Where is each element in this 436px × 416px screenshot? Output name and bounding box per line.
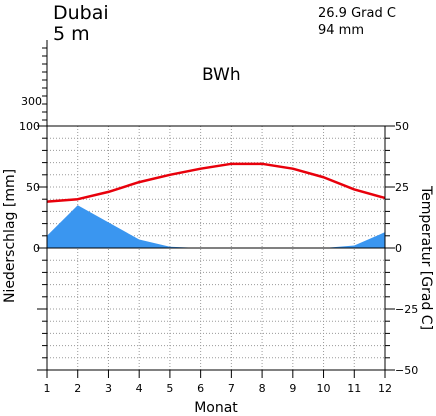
y-axis-label-right: Temperatur [Grad C]: [418, 185, 434, 330]
x-tick-label: 9: [289, 382, 296, 395]
climate-class: BWh: [202, 65, 241, 85]
annual-precipitation: 94 mm: [318, 23, 364, 38]
mean-temperature: 26.9 Grad C: [318, 6, 396, 21]
x-tick-label: 12: [378, 382, 392, 395]
right-tick-label: 50: [395, 120, 409, 133]
x-axis-label: Monat: [194, 400, 238, 416]
x-tick-label: 7: [228, 382, 235, 395]
left-tick-label: 50: [26, 181, 40, 194]
x-tick-label: 8: [259, 382, 266, 395]
station-name: Dubai: [53, 2, 109, 24]
grid: [46, 125, 386, 371]
x-tick-label: 2: [74, 382, 81, 395]
left-tick-label: 100: [19, 120, 40, 133]
x-tick-label: 3: [105, 382, 112, 395]
temperature-series: [46, 162, 386, 203]
x-tick-label: 11: [347, 382, 361, 395]
right-tick-label: −25: [395, 303, 418, 316]
station-elevation: 5 m: [53, 23, 90, 45]
x-tick-label: 6: [197, 382, 204, 395]
right-tick-label: 0: [395, 242, 402, 255]
x-tick-label: 10: [317, 382, 331, 395]
x-tick-label: 4: [136, 382, 143, 395]
precipitation-area: [47, 205, 385, 248]
y-axis-label-left: Niederschlag [mm]: [2, 169, 18, 303]
temperature-line: [46, 162, 386, 203]
x-tick-label: 5: [166, 382, 173, 395]
right-tick-label: −50: [395, 364, 418, 377]
right-tick-label: 25: [395, 181, 409, 194]
upper-axis-tick-label: 300: [21, 95, 42, 108]
left-tick-label: 0: [33, 242, 40, 255]
axes: [37, 40, 395, 378]
x-tick-label: 1: [44, 382, 51, 395]
